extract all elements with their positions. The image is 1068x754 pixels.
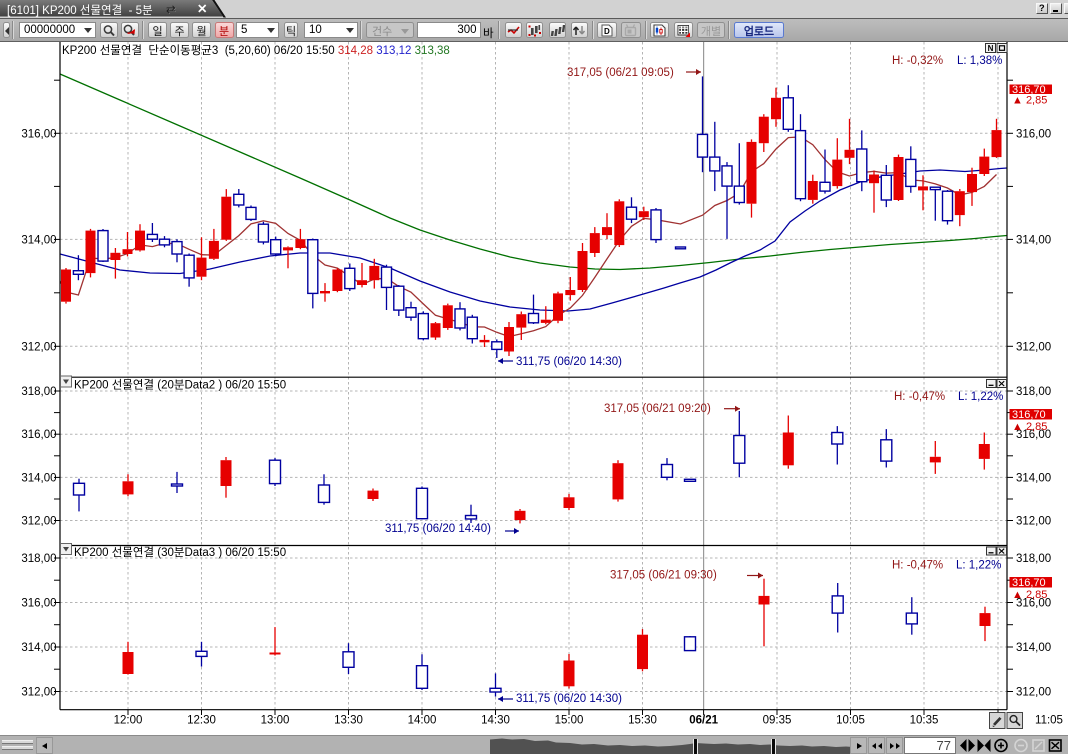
svg-text:317,05 (06/21 09:30): 317,05 (06/21 09:30): [610, 570, 717, 582]
svg-text:316,00: 316,00: [21, 598, 56, 610]
svg-text:L: 1,22%: L: 1,22%: [958, 391, 1003, 403]
svg-text:09:35: 09:35: [763, 715, 792, 727]
svg-text:318,00: 318,00: [21, 553, 56, 565]
svg-text:311,75 (06/20 14:30): 311,75 (06/20 14:30): [516, 356, 622, 368]
svg-text:N: N: [988, 44, 994, 53]
svg-text:11:05: 11:05: [1035, 715, 1063, 727]
svg-text:317,05 (06/21 09:20): 317,05 (06/21 09:20): [604, 403, 711, 415]
svg-text:318,00: 318,00: [21, 386, 56, 398]
svg-text:312,00: 312,00: [21, 687, 56, 699]
svg-text:314,00: 314,00: [21, 472, 56, 484]
svg-text:15:30: 15:30: [628, 715, 657, 727]
svg-text:316,00: 316,00: [1016, 598, 1051, 610]
svg-text:317,05 (06/21 09:05): 317,05 (06/21 09:05): [567, 67, 674, 79]
svg-text:▲ 2,85: ▲ 2,85: [1012, 95, 1047, 107]
svg-text:H: -0,47%: H: -0,47%: [894, 391, 945, 403]
svg-text:312,00: 312,00: [21, 341, 56, 353]
svg-text:312,00: 312,00: [21, 516, 56, 528]
svg-text:13:30: 13:30: [334, 715, 363, 727]
svg-text:06/21: 06/21: [689, 715, 718, 727]
svg-text:L: 1,38%: L: 1,38%: [957, 55, 1002, 67]
svg-text:H: -0,32%: H: -0,32%: [892, 55, 943, 67]
svg-text:316,70: 316,70: [1012, 84, 1046, 96]
svg-text:311,75 (06/20 14:40): 311,75 (06/20 14:40): [385, 523, 491, 535]
svg-text:13:00: 13:00: [261, 715, 290, 727]
svg-text:▲ 2,85: ▲ 2,85: [1012, 589, 1047, 601]
svg-text:314,00: 314,00: [1016, 472, 1051, 484]
svg-text:314,00: 314,00: [21, 642, 56, 654]
svg-text:12:30: 12:30: [187, 715, 216, 727]
svg-text:316,00: 316,00: [1016, 128, 1051, 140]
svg-text:15:00: 15:00: [555, 715, 584, 727]
svg-text:311,75 (06/20 14:30): 311,75 (06/20 14:30): [516, 693, 622, 705]
svg-text:316,70: 316,70: [1012, 409, 1046, 421]
svg-text:10:05: 10:05: [836, 715, 865, 727]
svg-text:14:00: 14:00: [408, 715, 437, 727]
svg-text:KP200 선물연결 단순이동평균3 (5,20,60): KP200 선물연결 단순이동평균3 (5,20,60) 06/20 15:50…: [62, 44, 450, 57]
svg-text:314,00: 314,00: [1016, 234, 1051, 246]
svg-text:316,00: 316,00: [21, 429, 56, 441]
svg-text:316,00: 316,00: [1016, 429, 1051, 441]
svg-text:312,00: 312,00: [1016, 341, 1051, 353]
svg-text:D: D: [604, 27, 610, 36]
svg-text:H: -0,47%: H: -0,47%: [892, 560, 943, 572]
svg-text:318,00: 318,00: [1016, 386, 1051, 398]
svg-text:10:35: 10:35: [910, 715, 939, 727]
svg-text:312,00: 312,00: [1016, 687, 1051, 699]
svg-text:L: 1,22%: L: 1,22%: [956, 560, 1001, 572]
svg-text:312,00: 312,00: [1016, 516, 1051, 528]
svg-text:12:00: 12:00: [114, 715, 143, 727]
svg-text:314,00: 314,00: [21, 234, 56, 246]
svg-text:14:30: 14:30: [481, 715, 510, 727]
svg-text:316,70: 316,70: [1012, 577, 1046, 589]
svg-text:KP200 선물연결 (20분Data2 ) 06/20 1: KP200 선물연결 (20분Data2 ) 06/20 15:50: [74, 379, 286, 392]
svg-text:314,00: 314,00: [1016, 642, 1051, 654]
svg-text:KP200 선물연결 (30분Data3 ) 06/20 1: KP200 선물연결 (30분Data3 ) 06/20 15:50: [74, 546, 286, 559]
svg-text:▲ 2,85: ▲ 2,85: [1012, 421, 1047, 433]
svg-text:316,00: 316,00: [21, 128, 56, 140]
svg-text:318,00: 318,00: [1016, 553, 1051, 565]
